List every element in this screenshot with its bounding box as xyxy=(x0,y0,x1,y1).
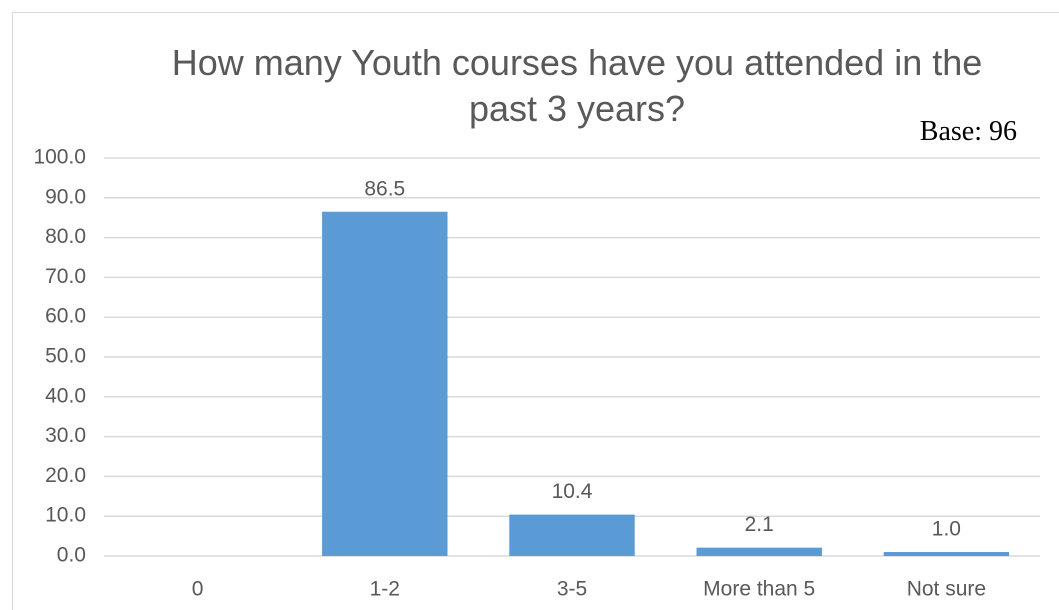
y-tick-label: 80.0 xyxy=(45,225,86,248)
y-tick-label: 20.0 xyxy=(45,464,86,487)
y-tick-label: 50.0 xyxy=(45,345,86,368)
x-tick-label: 0 xyxy=(192,578,204,601)
chart-title: How many Youth courses have you attended… xyxy=(171,42,983,129)
chart-frame xyxy=(12,12,1059,610)
data-label: 86.5 xyxy=(364,177,405,200)
bar xyxy=(883,552,1010,556)
y-tick-label: 100.0 xyxy=(33,146,86,169)
y-tick-label: 30.0 xyxy=(45,424,86,447)
data-label: 1.0 xyxy=(932,518,961,541)
x-tick-label: 1-2 xyxy=(370,578,400,601)
y-tick-label: 40.0 xyxy=(45,384,86,407)
data-label: 10.4 xyxy=(552,480,593,503)
y-tick-label: 90.0 xyxy=(45,185,86,208)
y-tick-label: 10.0 xyxy=(45,504,86,527)
bar xyxy=(322,211,448,557)
x-tick-label: Not sure xyxy=(907,578,986,601)
x-tick-label: 3-5 xyxy=(557,578,587,601)
annotation: Base: 96 xyxy=(919,116,1017,147)
bar xyxy=(696,547,822,556)
bar xyxy=(509,514,635,556)
x-tick-label: More than 5 xyxy=(703,578,815,601)
y-tick-label: 60.0 xyxy=(45,305,86,328)
y-tick-label: 70.0 xyxy=(45,265,86,288)
data-label: 2.1 xyxy=(745,513,774,536)
y-tick-label: 0.0 xyxy=(57,544,86,567)
